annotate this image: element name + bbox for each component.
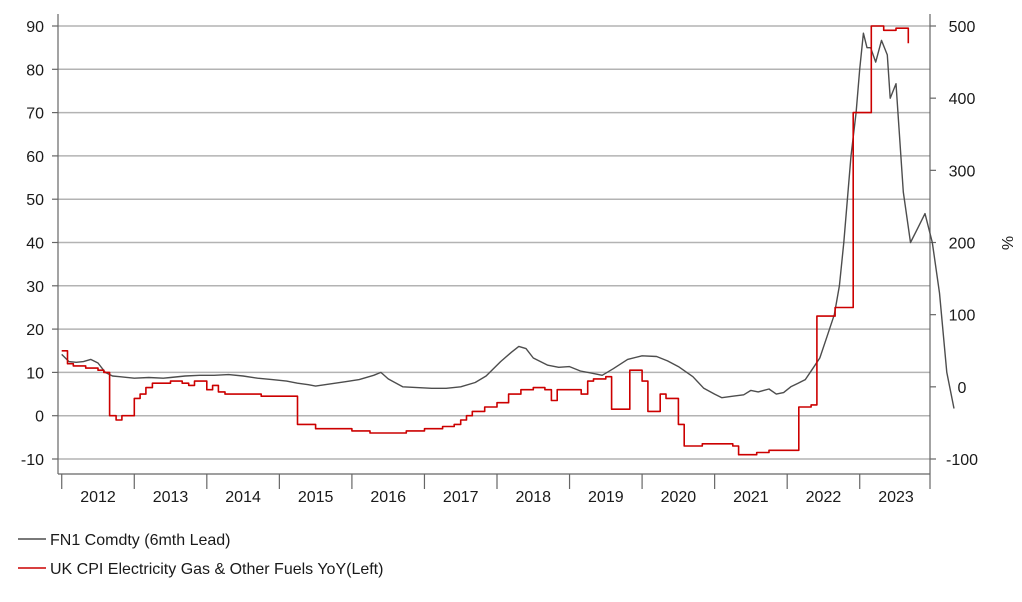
- y-left-tick-label: 70: [26, 106, 44, 123]
- x-tick-label: 2023: [878, 489, 914, 506]
- y-right-axis-label: %: [998, 236, 1015, 250]
- legend: FN1 Comdty (6mth Lead) UK CPI Electricity…: [18, 532, 383, 578]
- grid-lines: [58, 25, 930, 460]
- y-left-tick-label: 90: [26, 19, 44, 36]
- y-left-tick-label: 60: [26, 149, 44, 166]
- x-tick-label: 2015: [298, 489, 334, 506]
- series-line-fn1-comdty: [61, 32, 955, 409]
- y-right-tick-label: 500: [949, 19, 976, 36]
- y-left-tick-label: 50: [26, 192, 44, 209]
- plot-series: [61, 25, 955, 456]
- y-left-tick-label: 80: [26, 62, 44, 79]
- y-right-tick-label: 400: [949, 91, 976, 108]
- y-left-tick-label: 20: [26, 322, 44, 339]
- y-right-tick-label: -100: [946, 452, 978, 469]
- y-right-tick-label: 0: [958, 380, 967, 397]
- y-left-tick-label: 10: [26, 365, 44, 382]
- axes: -100102030405060708090-10001002003004005…: [21, 14, 1015, 506]
- y-left-tick-label: 40: [26, 236, 44, 253]
- x-tick-label: 2013: [153, 489, 189, 506]
- x-tick-label: 2019: [588, 489, 624, 506]
- y-right-tick-label: 100: [949, 308, 976, 325]
- y-right-tick-label: 300: [949, 163, 976, 180]
- series-line-uk-cpi-electricity-gas: [61, 25, 910, 456]
- x-tick-label: 2022: [806, 489, 842, 506]
- x-tick-label: 2012: [80, 489, 116, 506]
- x-tick-label: 2020: [661, 489, 697, 506]
- y-right-tick-label: 200: [949, 236, 976, 253]
- y-left-tick-label: 0: [35, 409, 44, 426]
- y-left-tick-label: 30: [26, 279, 44, 296]
- x-tick-label: 2021: [733, 489, 769, 506]
- x-tick-label: 2018: [515, 489, 551, 506]
- legend-label: UK CPI Electricity Gas & Other Fuels YoY…: [50, 561, 383, 578]
- x-tick-label: 2017: [443, 489, 479, 506]
- x-tick-label: 2014: [225, 489, 261, 506]
- x-tick-label: 2016: [370, 489, 406, 506]
- legend-label: FN1 Comdty (6mth Lead): [50, 532, 231, 549]
- y-left-tick-label: -10: [21, 452, 44, 469]
